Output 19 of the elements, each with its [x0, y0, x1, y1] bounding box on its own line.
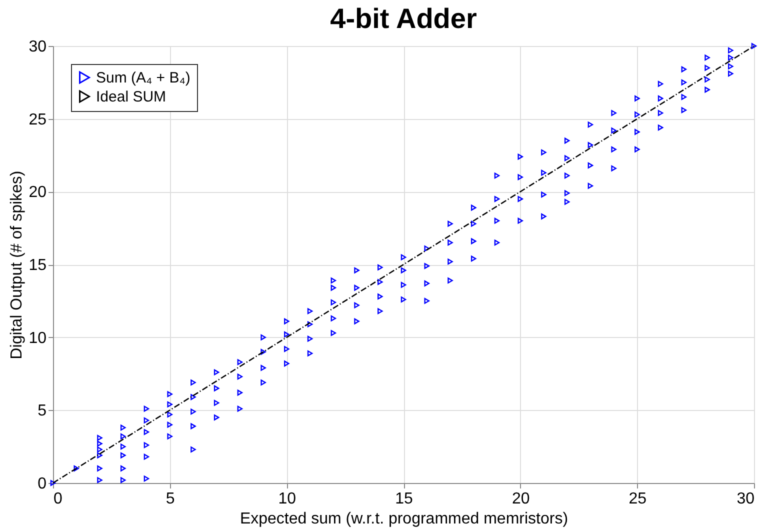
y-axis-title: Digital Output (# of spikes) [8, 170, 26, 360]
legend-label: Ideal SUM [96, 88, 166, 106]
x-tick-label: 5 [166, 490, 175, 508]
chart-title: 4-bit Adder [330, 3, 477, 34]
y-tick-label: 0 [38, 476, 47, 492]
x-tick-label: 0 [54, 490, 62, 508]
legend-label: Sum (A₄ + B₄) [96, 70, 190, 86]
y-tick-label: 10 [28, 330, 47, 347]
x-axis-title: Expected sum (w.r.t. programmed memristors) [240, 510, 568, 528]
y-tick-label: 30 [28, 38, 47, 56]
x-tick-label: 10 [278, 490, 296, 508]
y-tick-label: 5 [38, 402, 47, 420]
y-tick-label: 20 [28, 184, 47, 202]
x-tick-label: 15 [395, 490, 413, 508]
x-tick-label: 30 [736, 490, 755, 508]
x-tick-label: 20 [512, 490, 530, 508]
x-tick-label: 25 [628, 490, 647, 508]
y-tick-label: 15 [28, 257, 47, 274]
y-tick-label: 25 [28, 111, 47, 128]
